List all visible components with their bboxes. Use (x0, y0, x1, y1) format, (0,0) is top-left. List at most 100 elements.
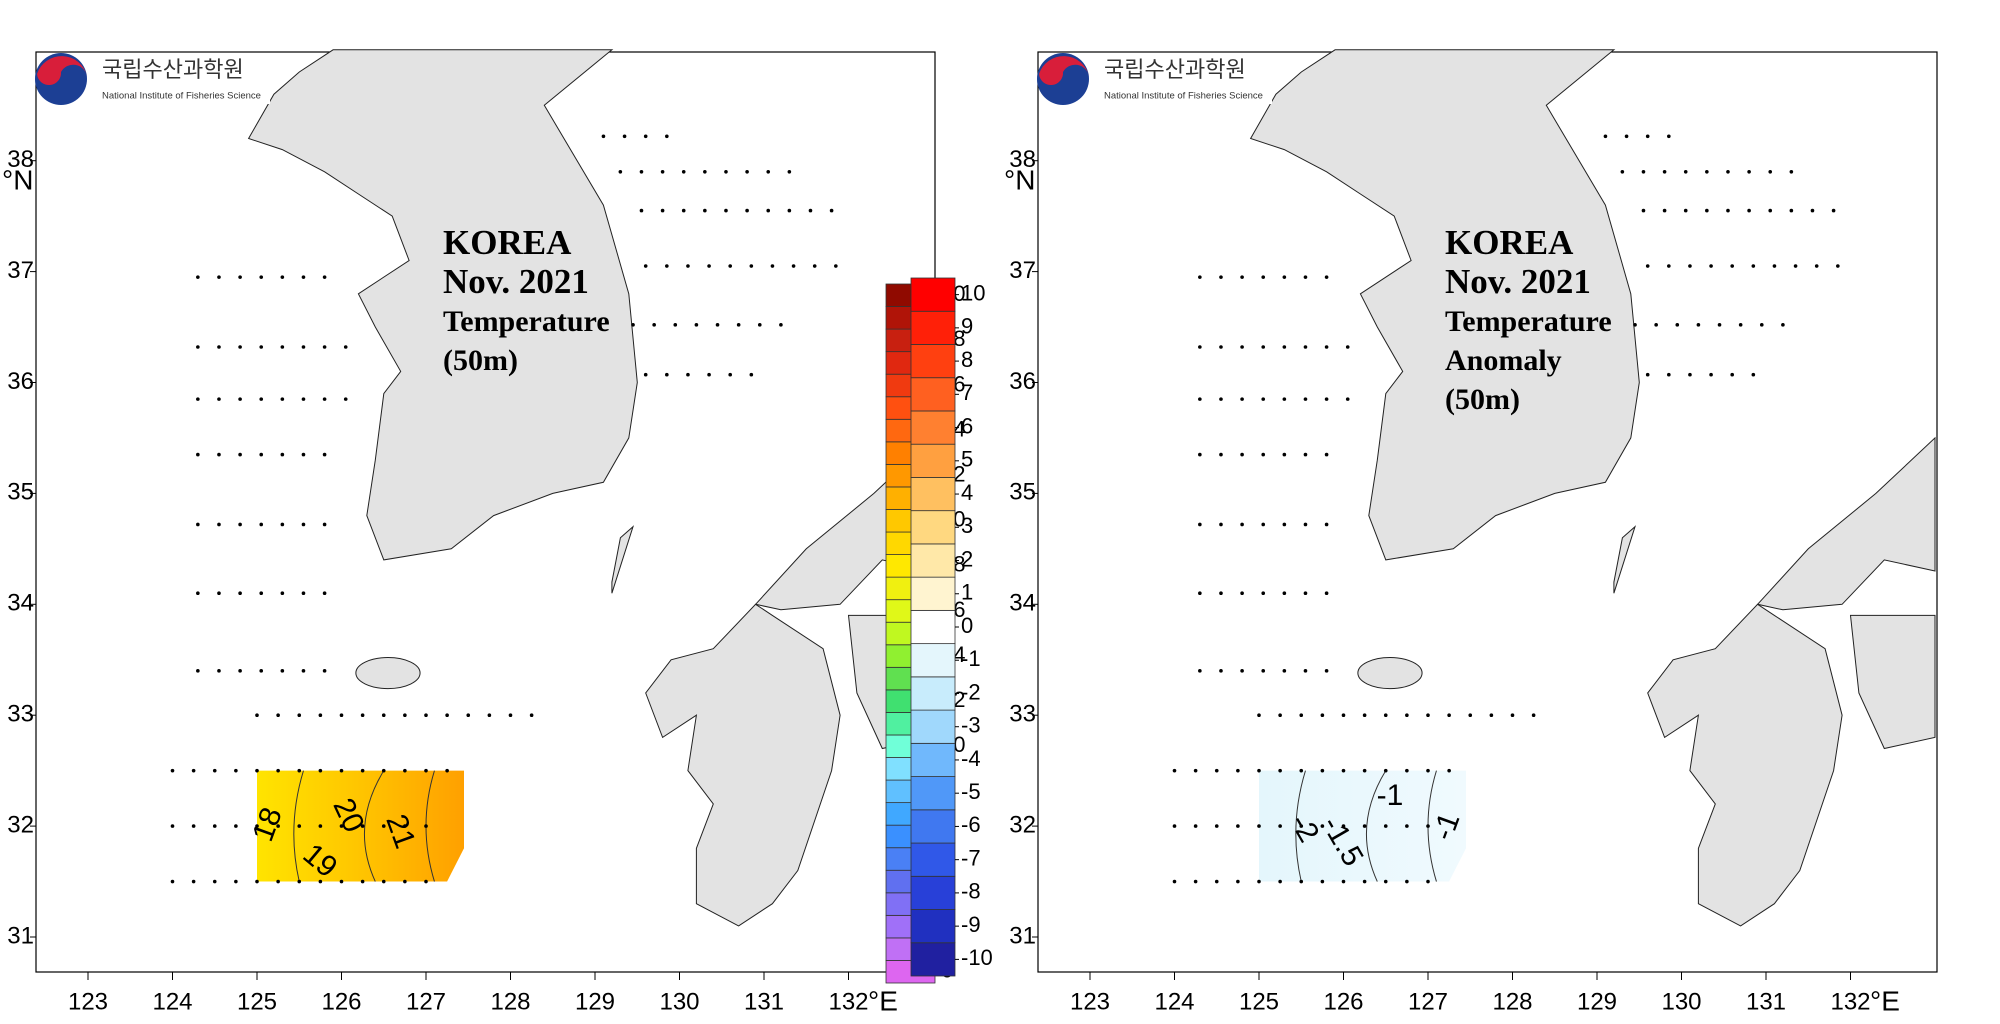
colorbar-box (910, 576, 956, 611)
data-field (1259, 770, 1466, 882)
station (1447, 768, 1451, 773)
station (766, 169, 771, 174)
station (381, 768, 386, 773)
station (170, 824, 175, 828)
station (1198, 452, 1202, 457)
station (1299, 879, 1304, 884)
station (715, 323, 720, 327)
lon-tick-label: 126 (1323, 988, 1363, 1015)
station (360, 824, 365, 828)
station (707, 372, 711, 377)
station (1426, 879, 1430, 884)
logo-bg (98, 56, 270, 104)
land (1249, 49, 1640, 561)
colorbar-label: -6 (961, 812, 981, 837)
lat-tick-label: 34 (1009, 590, 1036, 617)
logo-name-en: National Institute of Fisheries Science (1104, 91, 1263, 102)
station (1198, 522, 1202, 527)
lon-tick-label: 124 (152, 988, 192, 1015)
station (403, 824, 407, 828)
station (1362, 713, 1367, 717)
colorbar-box (910, 609, 956, 645)
station (1261, 345, 1266, 349)
lat-tick-label: 33 (7, 701, 34, 728)
jeju-island (355, 657, 421, 690)
station (255, 824, 259, 828)
station (631, 323, 635, 327)
jeju-island (1357, 657, 1423, 690)
colorbar-label: -8 (961, 879, 981, 904)
station (694, 323, 699, 327)
station (339, 713, 344, 717)
station (639, 169, 644, 174)
station (1219, 452, 1223, 457)
station (1362, 768, 1367, 773)
station (276, 879, 280, 884)
station (1303, 345, 1308, 349)
station (1620, 169, 1625, 174)
station (1257, 768, 1261, 773)
station (234, 879, 238, 884)
station (808, 208, 813, 213)
station (1738, 323, 1743, 327)
station (1675, 323, 1680, 327)
station (1759, 323, 1764, 327)
station (791, 264, 796, 268)
lat-tick-label: 38 (1009, 146, 1036, 173)
station (1405, 824, 1409, 828)
station (297, 768, 302, 773)
station (686, 264, 690, 268)
station (681, 169, 686, 174)
station (1341, 713, 1346, 717)
station (1257, 824, 1261, 828)
map-title: Temperature (1445, 305, 1612, 338)
station (259, 452, 264, 457)
station (660, 169, 665, 174)
station (643, 134, 648, 139)
station (1324, 452, 1329, 457)
station (1709, 264, 1713, 268)
colorbar-label: -5 (961, 779, 981, 804)
colorbar-label: -1 (961, 646, 981, 671)
station (1645, 264, 1650, 268)
station (1282, 522, 1287, 527)
station (1240, 345, 1244, 349)
station (1645, 372, 1650, 377)
station (1789, 169, 1794, 174)
station (259, 591, 264, 596)
station (259, 345, 264, 349)
logo-name-ko: 국립수산과학원 (102, 58, 244, 83)
station (238, 669, 242, 673)
station (1624, 134, 1629, 139)
station (196, 397, 200, 401)
station (1426, 713, 1430, 717)
colorbar-box (910, 709, 956, 744)
station (1193, 824, 1198, 828)
station (1324, 275, 1329, 279)
lat-tick-label: 36 (7, 368, 34, 395)
station (1641, 208, 1646, 213)
station (1219, 522, 1223, 527)
station (445, 713, 449, 717)
station (1667, 372, 1671, 377)
colorbar-label: 6 (961, 413, 973, 438)
lat-tick-label: 32 (1009, 811, 1036, 838)
station (276, 713, 280, 717)
colorbar-box (910, 742, 956, 777)
colorbar-box (910, 809, 956, 844)
station (1747, 169, 1751, 174)
station (1299, 824, 1304, 828)
station (424, 768, 428, 773)
station (1747, 208, 1751, 213)
map-title: (50m) (1445, 383, 1520, 416)
station (728, 264, 732, 268)
station (1345, 397, 1350, 401)
station (1781, 323, 1785, 327)
station (318, 824, 323, 828)
station (1667, 264, 1671, 268)
station (1257, 713, 1261, 717)
station (1341, 879, 1346, 884)
logo-bg (1100, 56, 1272, 104)
station (280, 275, 285, 279)
station (1320, 768, 1325, 773)
